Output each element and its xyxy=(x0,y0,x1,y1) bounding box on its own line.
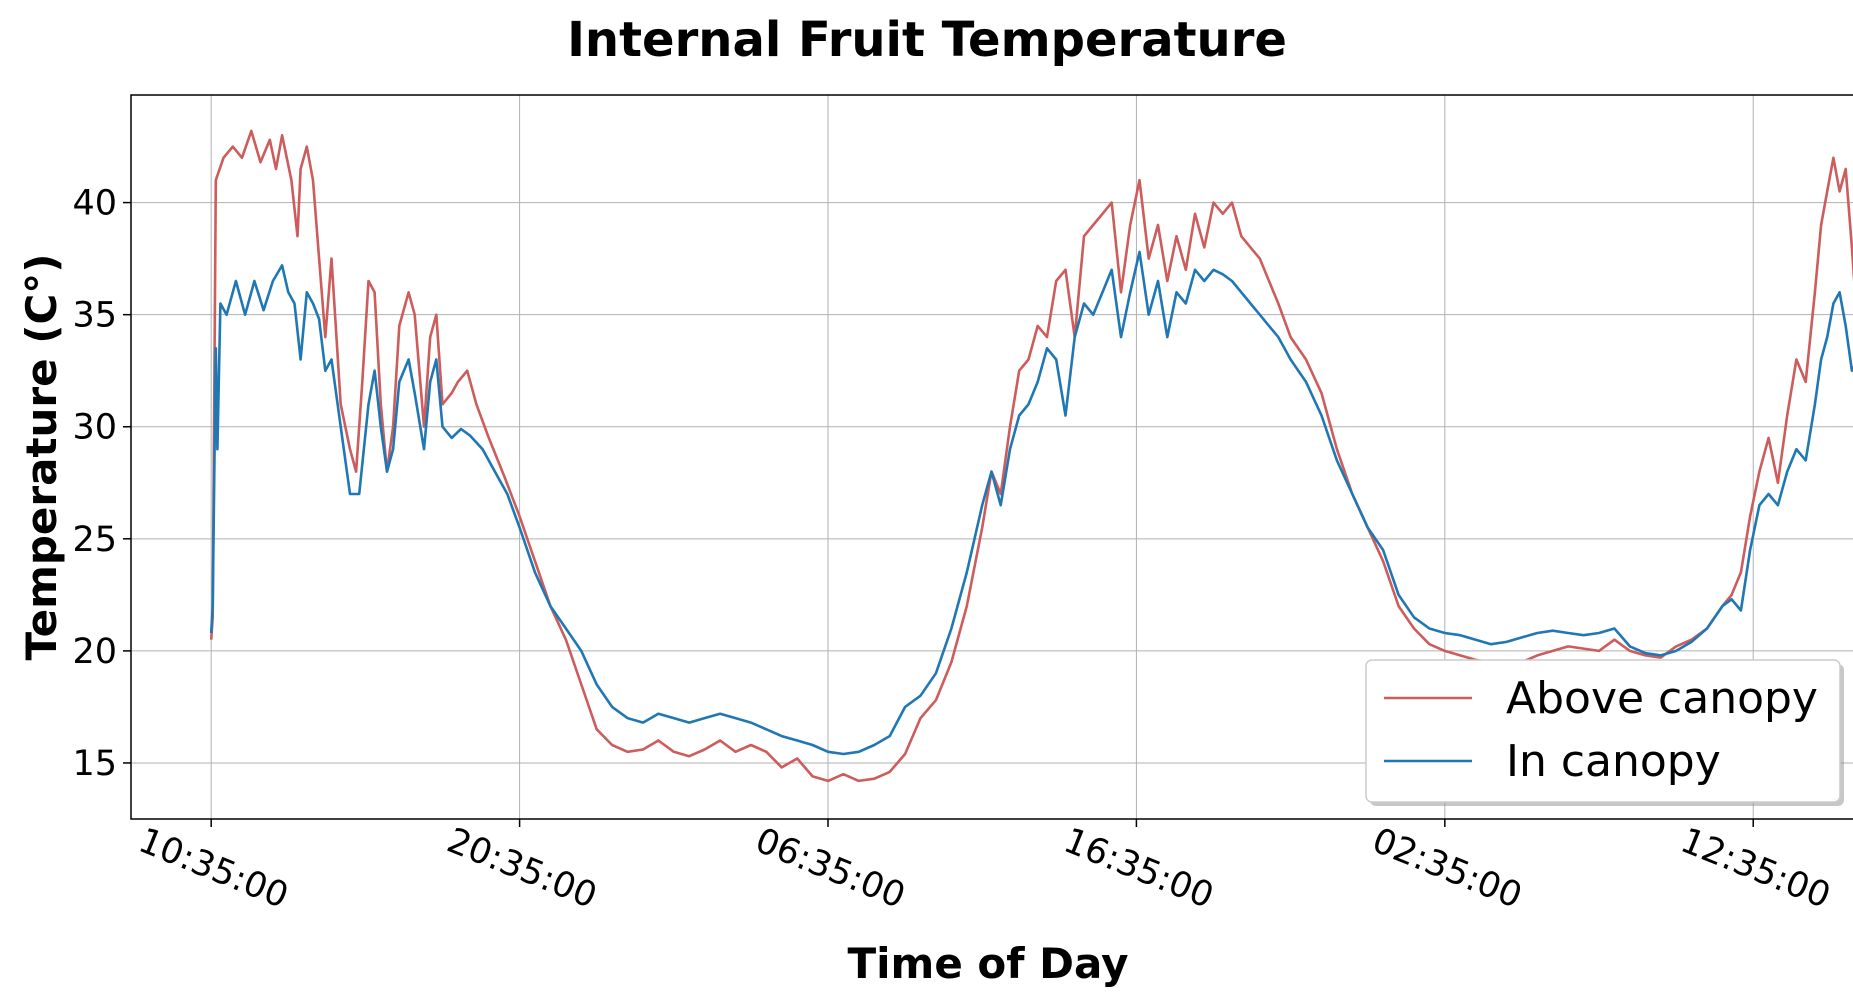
y-tick-label: 15 xyxy=(72,744,117,784)
legend-box xyxy=(1365,659,1841,803)
x-tick-label: 12:35:00 xyxy=(1675,821,1836,917)
x-axis-title: Time of Day xyxy=(848,939,1129,988)
x-tick-label: 10:35:00 xyxy=(133,821,294,917)
x-tick-label: 06:35:00 xyxy=(750,821,911,917)
chart-title: Internal Fruit Temperature xyxy=(567,12,1287,68)
legend: Above canopy In canopy xyxy=(1365,659,1844,806)
series-lines xyxy=(209,129,1853,783)
y-tick-label: 30 xyxy=(72,408,117,448)
x-tick-label: 02:35:00 xyxy=(1367,821,1528,917)
x-tick-label: 16:35:00 xyxy=(1058,821,1219,917)
y-tick-label: 40 xyxy=(72,184,117,224)
x-tick-label: 20:35:00 xyxy=(441,821,602,917)
y-tick-label: 20 xyxy=(72,632,117,672)
y-tick-label: 25 xyxy=(72,520,117,560)
plot-frame xyxy=(130,94,1853,820)
legend-label: Above canopy xyxy=(1506,673,1818,724)
y-axis: 15 20 25 30 35 40 xyxy=(72,184,131,784)
y-axis-title: Temperature (C°) xyxy=(17,254,66,661)
legend-label: In canopy xyxy=(1506,736,1721,787)
y-tick-label: 35 xyxy=(72,296,117,336)
series-line-in-canopy xyxy=(209,250,1853,756)
x-axis: 10:35:00 20:35:00 06:35:00 16:35:00 02:35:00… xyxy=(133,819,1836,917)
grid xyxy=(131,95,1853,819)
